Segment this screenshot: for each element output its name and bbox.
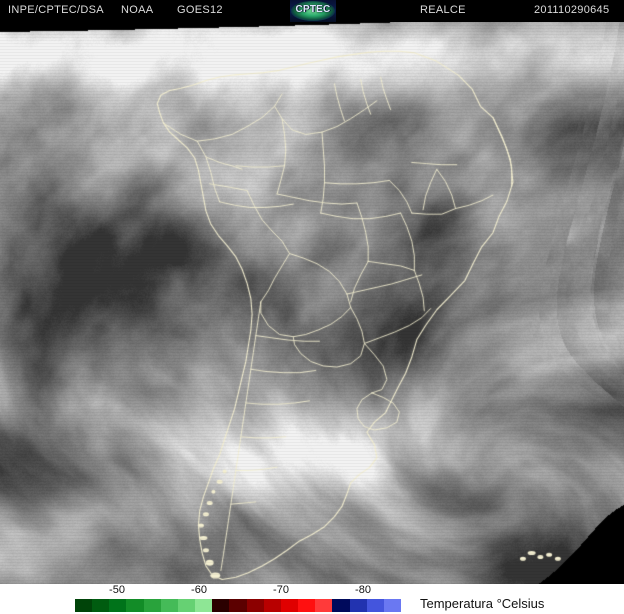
colorbar-swatch	[160, 599, 178, 612]
header-source-label: INPE/CPTEC/DSA	[8, 4, 104, 16]
colorbar-swatch	[229, 599, 247, 612]
header-satellite-label: GOES12	[177, 4, 223, 16]
cptec-logo-text: CPTEC	[295, 4, 331, 15]
colorbar-swatch	[75, 599, 93, 612]
header-agency-label: NOAA	[121, 4, 154, 16]
cptec-logo-ellipse	[291, 1, 335, 21]
colorbar-swatch	[143, 599, 161, 612]
colorbar-swatch	[246, 599, 264, 612]
cptec-logo-icon: CPTEC	[290, 0, 336, 22]
colorbar-tick-label: -80	[355, 584, 371, 596]
colorbar-swatch	[109, 599, 127, 612]
colorbar-swatch	[349, 599, 367, 612]
colorbar-swatch	[177, 599, 196, 612]
colorbar-swatch	[195, 599, 213, 612]
legend-panel: -50 -60 -70 -80 Temperatura °Celsius	[0, 584, 624, 614]
colorbar-swatch	[315, 599, 333, 612]
colorbar-tick-label: -60	[191, 584, 207, 596]
colorbar-swatch	[263, 599, 281, 612]
colorbar-swatch	[298, 599, 316, 612]
header-datetime-label: 201110290645	[534, 4, 610, 16]
colorbar-swatch	[332, 599, 350, 612]
satellite-image-canvas	[0, 22, 624, 584]
colorbar-swatch	[92, 599, 110, 612]
colorbar-swatch	[126, 599, 144, 612]
colorbar-swatch	[383, 599, 401, 612]
colorbar-tick-label: -50	[109, 584, 125, 596]
header-bar: INPE/CPTEC/DSA NOAA GOES12 REALCE 201110…	[0, 0, 624, 22]
satellite-image	[0, 22, 624, 584]
colorbar-tick-label: -70	[273, 584, 289, 596]
legend-title: Temperatura °Celsius	[420, 596, 545, 611]
colorbar-swatch	[212, 599, 230, 612]
colorbar-swatch	[280, 599, 299, 612]
header-product-label: REALCE	[420, 4, 466, 16]
temperature-colorbar	[75, 599, 401, 612]
colorbar-swatch	[366, 599, 384, 612]
